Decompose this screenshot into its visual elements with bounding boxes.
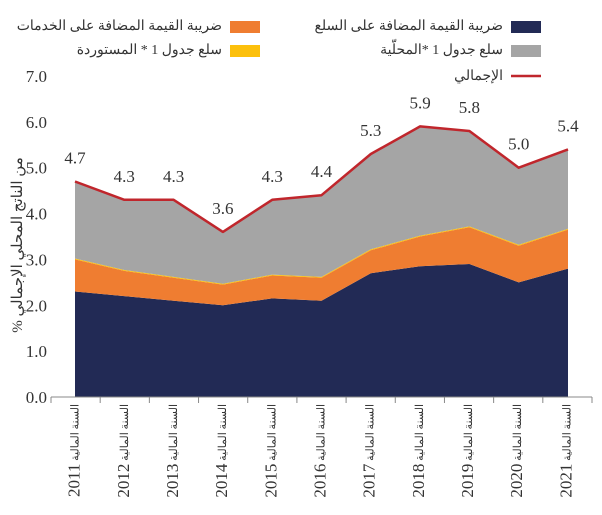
y-tick-6.0: 6.0 bbox=[26, 113, 47, 132]
y-tick-0.0: 0.0 bbox=[26, 388, 47, 407]
legend-swatch-1 bbox=[230, 21, 260, 33]
total-label-2013: 4.3 bbox=[163, 167, 184, 186]
total-label-2016: 4.4 bbox=[311, 162, 333, 181]
x-tick-2013: السنة المالية 2013 bbox=[163, 404, 182, 498]
area-series-ef7d31 bbox=[75, 227, 568, 306]
y-tick-1.0: 1.0 bbox=[26, 342, 47, 361]
legend-label-4: الإجمالي bbox=[454, 69, 503, 84]
x-tick-2021: السنة المالية 2021 bbox=[556, 404, 575, 498]
total-data-labels: 4.7 4.3 4.3 3.6 4.3 4.4 5.3 5.9 5.8 5.0 5.4 bbox=[64, 93, 579, 217]
legend-swatch-0 bbox=[511, 21, 541, 33]
x-tick-2011: السنة المالية 2011 bbox=[65, 404, 84, 497]
y-tick-4.0: 4.0 bbox=[26, 205, 47, 224]
x-tick-2014: السنة المالية 2014 bbox=[212, 404, 231, 498]
y-tick-labels: 0.0 1.0 2.0 3.0 4.0 5.0 6.0 7.0 bbox=[26, 67, 47, 407]
y-tick-2.0: 2.0 bbox=[26, 296, 47, 315]
x-tick-2012: السنة المالية 2012 bbox=[114, 404, 133, 498]
total-label-2021: 5.4 bbox=[557, 116, 579, 135]
x-tick-2016: السنة المالية 2016 bbox=[310, 404, 329, 498]
x-tick-2015: السنة المالية 2015 bbox=[261, 404, 280, 498]
x-tick-2020: السنة المالية 2020 bbox=[507, 404, 526, 498]
y-tick-3.0: 3.0 bbox=[26, 250, 47, 269]
legend-swatch-3 bbox=[230, 45, 260, 57]
total-line-group bbox=[74, 125, 569, 234]
legend-label-0: ضريبة القيمة المضافة على السلع bbox=[314, 19, 503, 34]
axes bbox=[50, 396, 593, 403]
legend-label-1: ضريبة القيمة المضافة على الخدمات bbox=[17, 19, 222, 34]
y-tick-5.0: 5.0 bbox=[26, 159, 47, 178]
stacked-areas bbox=[75, 126, 568, 397]
legend-label-3: سلع جدول 1 * المستوردة bbox=[77, 43, 222, 58]
total-label-2017: 5.3 bbox=[360, 121, 381, 140]
y-axis-title: % من الناتج المحلي الإجمالي bbox=[10, 157, 26, 333]
total-label-2019: 5.8 bbox=[459, 98, 480, 117]
total-line bbox=[74, 125, 569, 234]
total-label-2011: 4.7 bbox=[64, 148, 86, 167]
x-tick-2018: السنة المالية 2018 bbox=[409, 404, 428, 498]
x-tick-2019: السنة المالية 2019 bbox=[458, 404, 477, 498]
legend-swatch-2 bbox=[511, 45, 541, 57]
x-tick-labels: السنة المالية 2011 السنة المالية 2012 السن… bbox=[65, 404, 576, 498]
total-label-2012: 4.3 bbox=[114, 167, 135, 186]
area-series-a5a5a5 bbox=[75, 126, 568, 284]
total-label-2014: 3.6 bbox=[212, 199, 233, 218]
total-label-2020: 5.0 bbox=[508, 135, 529, 154]
legend: ضريبة القيمة المضافة على السلع ضريبة القي… bbox=[17, 19, 541, 84]
x-tick-2017: السنة المالية 2017 bbox=[360, 404, 379, 498]
total-label-2015: 4.3 bbox=[262, 167, 283, 186]
total-label-2018: 5.9 bbox=[409, 93, 430, 112]
y-tick-7.0: 7.0 bbox=[26, 67, 47, 86]
legend-label-2: سلع جدول 1 *المحلّية bbox=[380, 38, 503, 58]
area-series-222a55 bbox=[75, 264, 568, 397]
